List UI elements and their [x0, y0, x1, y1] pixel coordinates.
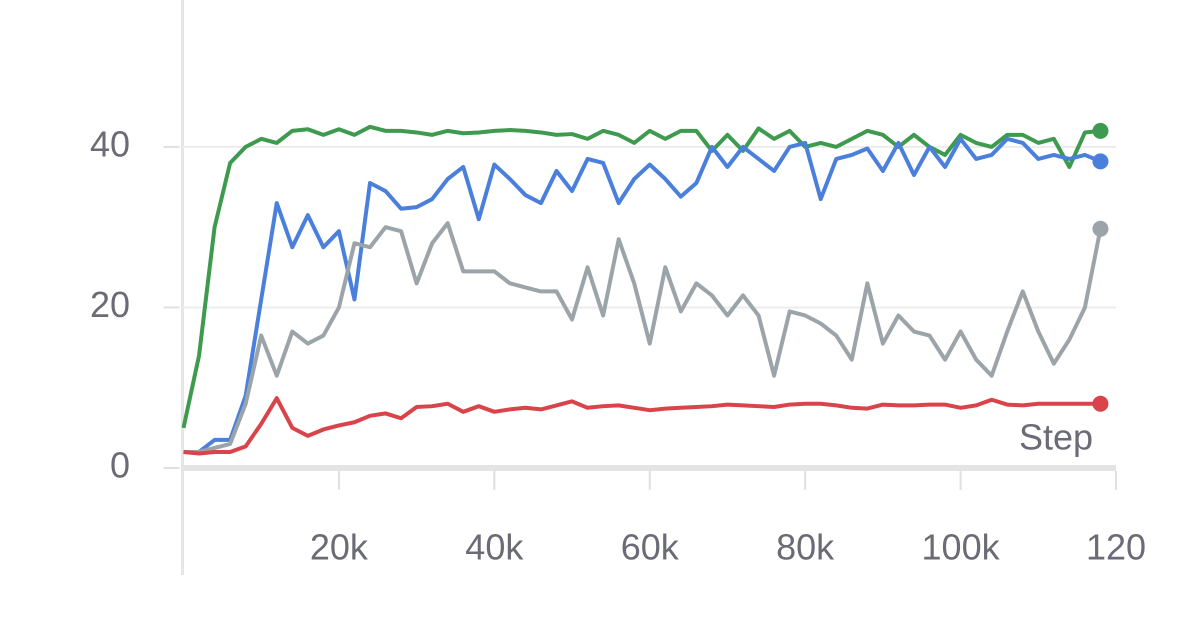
y-tick-label: 0: [110, 445, 130, 486]
end-point: [1092, 153, 1109, 170]
y-tick-label: 40: [90, 123, 130, 164]
end-point: [1092, 122, 1109, 139]
x-tick-label: 120: [1086, 527, 1146, 568]
series-line: [183, 136, 1102, 454]
x-tick-label: 60k: [621, 527, 680, 568]
series-line: [181, 124, 1101, 429]
x-tick-label: 40k: [465, 527, 524, 568]
x-axis-label: Step: [1019, 417, 1093, 458]
series-line: [183, 221, 1103, 454]
x-tick-label: 100k: [922, 527, 1001, 568]
end-point: [1092, 220, 1109, 237]
series-line: [183, 396, 1101, 456]
plot-layer: 0 20 40 20k 40k 60k 80k 100k 120: [90, 0, 1146, 575]
y-tick-label: 20: [90, 284, 130, 325]
x-tick-label: 20k: [310, 527, 369, 568]
end-point: [1092, 395, 1109, 412]
x-tick-label: 80k: [776, 527, 835, 568]
